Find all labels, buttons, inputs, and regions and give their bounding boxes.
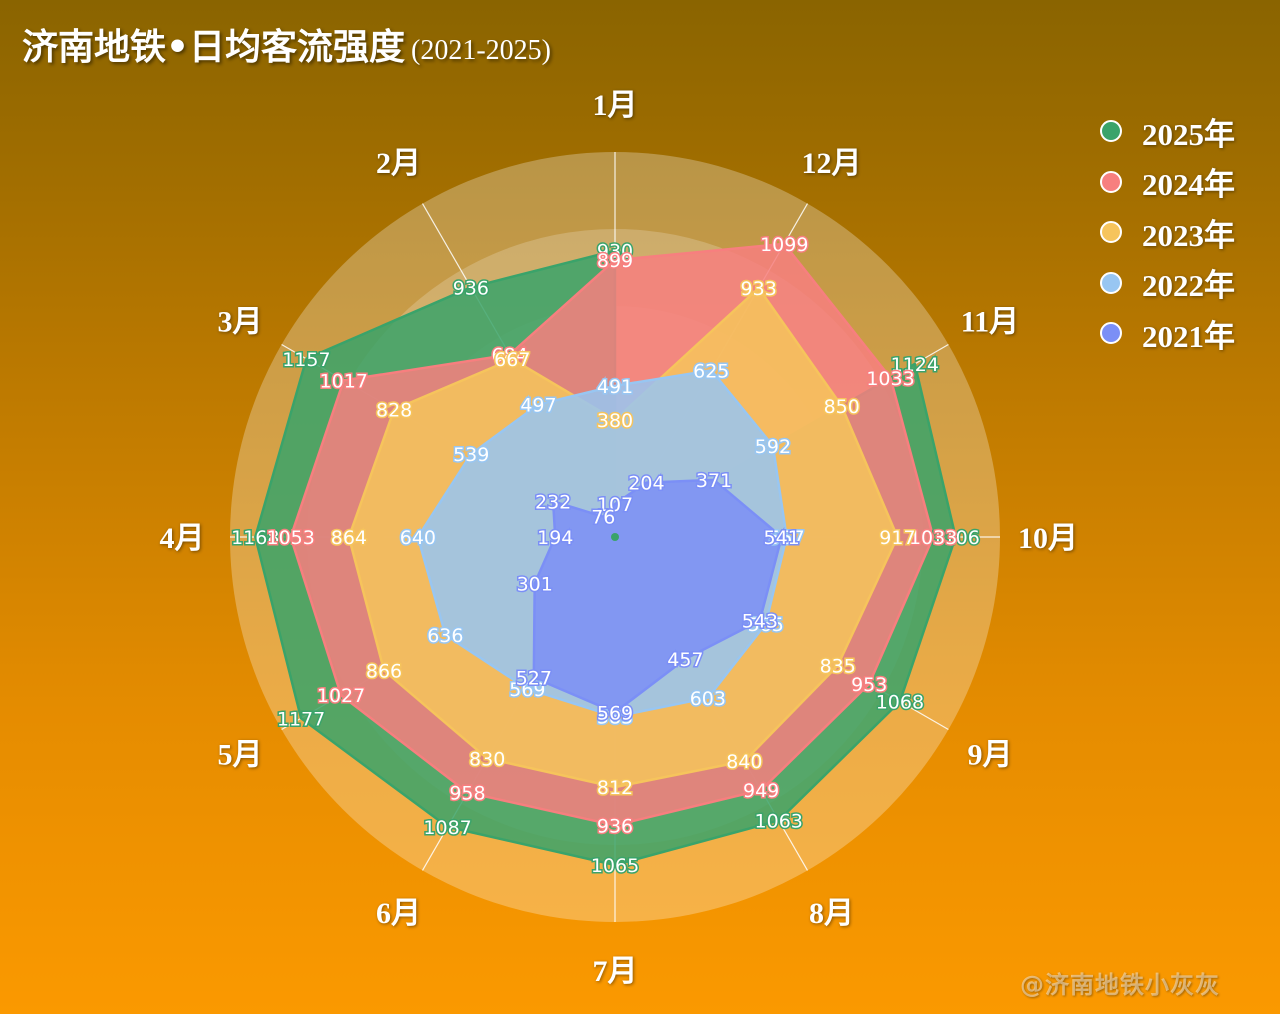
data-label: 936 <box>597 815 633 837</box>
chart-title-sub: (2021-2025) <box>411 35 551 66</box>
data-label: 866 <box>366 660 402 682</box>
radar-category-labels: 1月 12月 11月 10月 9月 8月 7月 6月 5月 4月 3月 2月 <box>160 89 1079 988</box>
data-label: 930 <box>597 241 633 263</box>
category-label: 2月 <box>376 147 421 180</box>
data-label: 936 <box>453 277 489 299</box>
data-label: 565 <box>748 614 784 636</box>
legend-label: 2021年 <box>1142 318 1235 354</box>
data-label: 491 <box>597 376 633 398</box>
legend-label: 2024年 <box>1142 167 1235 203</box>
data-label: 539 <box>453 444 489 466</box>
data-label: 76 <box>591 507 615 529</box>
category-label: 3月 <box>218 306 263 339</box>
data-label: 1053 <box>266 527 314 549</box>
legend-marker-icon <box>1100 322 1122 345</box>
chart-title: 济南地铁•日均客流强度 (2021-2025) <box>22 18 551 70</box>
data-label: 899 <box>597 250 633 272</box>
data-label: 917 <box>879 527 915 549</box>
legend-item[interactable]: 2025年 <box>1100 106 1235 157</box>
data-label: 840 <box>726 751 762 773</box>
data-label: 204 <box>628 473 664 495</box>
data-label: 1068 <box>876 691 924 713</box>
legend-label: 2022年 <box>1142 268 1235 304</box>
data-label: 1087 <box>423 817 471 839</box>
data-label: 949 <box>743 780 779 802</box>
data-label: 1063 <box>755 811 803 833</box>
data-label: 380 <box>597 410 633 432</box>
data-label: 1106 <box>931 527 979 549</box>
category-label: 5月 <box>218 739 263 772</box>
legend-label: 2023年 <box>1142 217 1235 253</box>
series-area-2021年 <box>532 478 783 714</box>
data-label: 864 <box>331 527 367 549</box>
data-label: 812 <box>597 777 633 799</box>
data-label: 1157 <box>282 349 330 371</box>
data-label: 1033 <box>866 368 914 390</box>
data-label: 1017 <box>320 370 368 392</box>
data-label: 828 <box>376 399 412 421</box>
data-label: 457 <box>667 649 703 671</box>
data-label: 371 <box>696 470 732 492</box>
data-label: 640 <box>400 527 436 549</box>
data-label: 953 <box>851 674 887 696</box>
chart-legend: 2025年 2024年 2023年 2022年 2021年 <box>1100 106 1235 359</box>
legend-marker-icon <box>1100 170 1122 193</box>
data-label: 583 <box>597 707 633 729</box>
category-label: 10月 <box>1018 522 1078 555</box>
data-label: 667 <box>494 349 530 371</box>
category-label: 9月 <box>967 739 1012 772</box>
data-label: 569 <box>597 702 633 724</box>
category-label: 4月 <box>160 522 205 555</box>
data-label: 541 <box>763 527 799 549</box>
category-label: 8月 <box>809 897 854 930</box>
category-label: 7月 <box>593 955 638 988</box>
legend-item[interactable]: 2021年 <box>1100 308 1235 359</box>
data-label: 543 <box>742 611 778 633</box>
data-label: 497 <box>520 394 556 416</box>
data-label: 1033 <box>909 527 957 549</box>
data-label: 850 <box>824 396 860 418</box>
data-label: 636 <box>427 625 463 647</box>
legend-marker-icon <box>1100 120 1122 143</box>
data-label: 830 <box>469 748 505 770</box>
chart-title-main: 济南地铁•日均客流强度 <box>22 27 406 68</box>
category-label: 11月 <box>961 306 1019 339</box>
data-label: 1168 <box>231 527 279 549</box>
watermark-text: @济南地铁小灰灰 <box>1020 971 1220 999</box>
data-label: 1099 <box>760 234 808 256</box>
data-label: 933 <box>741 278 777 300</box>
legend-marker-icon <box>1100 271 1122 294</box>
data-label: 958 <box>449 783 485 805</box>
data-label: 1177 <box>277 708 325 730</box>
data-label: 527 <box>516 668 552 690</box>
legend-item[interactable]: 2023年 <box>1100 207 1235 258</box>
data-label: 301 <box>517 573 553 595</box>
data-label: 625 <box>693 360 729 382</box>
data-label: 603 <box>690 688 726 710</box>
data-label: 194 <box>537 527 573 549</box>
legend-item[interactable]: 2024年 <box>1100 157 1235 208</box>
data-label: 592 <box>755 436 791 458</box>
data-label: 569 <box>509 679 545 701</box>
data-label: 1124 <box>891 354 939 376</box>
data-label: 1065 <box>591 855 639 877</box>
legend-label: 2025年 <box>1142 116 1235 152</box>
data-label: 684 <box>492 345 528 367</box>
data-label: 232 <box>535 491 571 513</box>
category-label: 12月 <box>802 147 862 180</box>
data-label: 557 <box>768 527 804 549</box>
data-label: 107 <box>597 494 633 516</box>
radar-data-labels: 930 1124 1106 1068 1063 1065 1087 1177 1168 1157 9… <box>230 232 982 878</box>
radar-center-dot <box>611 533 619 541</box>
legend-marker-icon <box>1100 221 1122 244</box>
data-label: 1027 <box>317 685 365 707</box>
category-label: 1月 <box>593 89 638 122</box>
category-label: 6月 <box>376 897 421 930</box>
legend-item[interactable]: 2022年 <box>1100 258 1235 309</box>
data-label: 835 <box>820 656 856 678</box>
